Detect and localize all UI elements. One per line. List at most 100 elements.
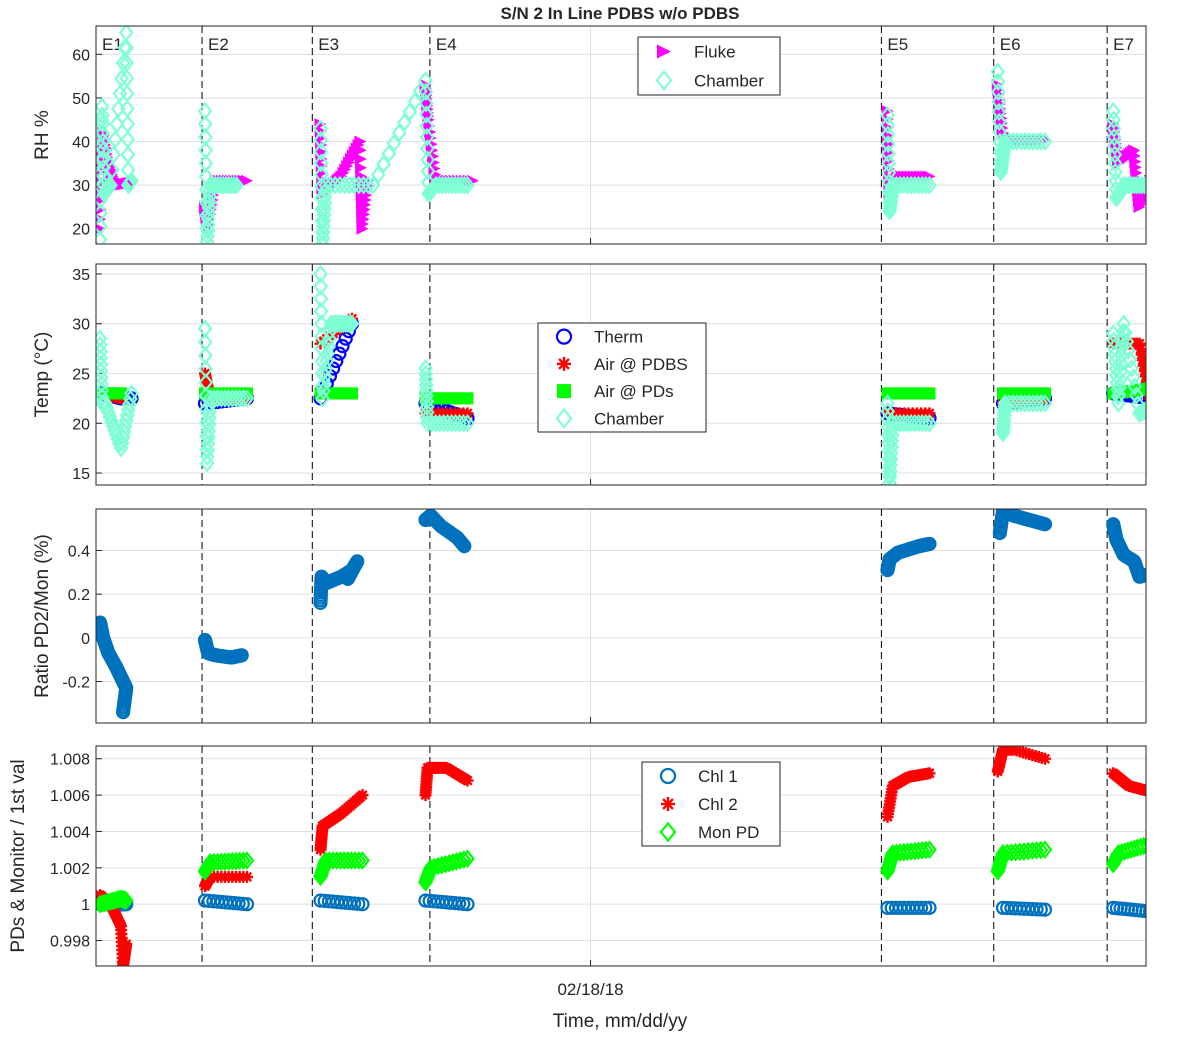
data-point xyxy=(991,112,1007,132)
data-point xyxy=(431,175,447,195)
data-point xyxy=(457,539,472,554)
data-point xyxy=(918,900,933,915)
y-tick-label: 1.008 xyxy=(50,752,90,769)
data-point xyxy=(1137,175,1146,195)
data-point xyxy=(340,314,356,333)
data-point xyxy=(313,264,328,284)
y-tick-label: 1.002 xyxy=(50,861,90,878)
data-point xyxy=(419,116,435,136)
data-point xyxy=(1037,517,1053,532)
data-point xyxy=(335,339,350,354)
chart-panel-temp: 15 20 25 30 35 Temp (°C) Therm Air @ PDBS Air @ … xyxy=(32,263,1147,486)
data-point xyxy=(1037,394,1053,413)
data-point xyxy=(922,900,937,915)
data-point xyxy=(96,158,111,177)
chart-panel-rh: 20 30 40 50 60 E1 E2 E3 E4 E5 E6 E7 RH % Fluke Chamber xyxy=(32,25,1147,245)
data-point xyxy=(1106,119,1122,138)
data-point xyxy=(419,127,435,147)
data-point xyxy=(340,571,355,586)
chart-panel-pds: 0.998 1 1.002 1.004 1.006 1.008 PDs & Monitor … xyxy=(8,745,1147,999)
y-tick-label: 30 xyxy=(72,178,90,195)
y-axis-label: Temp (°C) xyxy=(32,332,53,418)
data-point xyxy=(659,767,677,785)
y-tick-label: 0.998 xyxy=(50,934,90,951)
y-tick-label: 0.2 xyxy=(68,587,90,604)
data-point xyxy=(922,840,937,859)
legend-label: Chamber xyxy=(694,72,764,91)
data-point xyxy=(96,140,111,160)
data-point xyxy=(880,106,895,125)
data-point xyxy=(239,389,255,408)
data-point xyxy=(922,536,937,552)
legend-label: Air @ PDBS xyxy=(594,355,688,374)
data-point xyxy=(1125,368,1141,387)
chart-panel-ratio: -0.2 0 0.2 0.4 Ratio PD2/Mon (%) xyxy=(32,508,1147,724)
data-point xyxy=(96,230,108,244)
legend-label: Air @ PDs xyxy=(594,382,674,401)
data-point xyxy=(438,175,453,195)
data-point xyxy=(923,407,936,420)
data-point xyxy=(990,62,1006,82)
data-point xyxy=(338,314,354,333)
data-point xyxy=(115,387,127,400)
data-point xyxy=(434,175,450,195)
event-label: E5 xyxy=(887,35,908,54)
plot-area xyxy=(96,746,1146,966)
data-point xyxy=(354,152,367,165)
data-point xyxy=(990,82,1006,102)
data-point xyxy=(1033,132,1049,151)
axes-box xyxy=(95,745,1147,967)
data-point xyxy=(452,851,468,870)
data-point xyxy=(881,163,897,183)
data-point xyxy=(1127,377,1143,396)
data-point xyxy=(226,175,242,195)
data-point xyxy=(313,153,329,173)
data-point xyxy=(107,130,123,149)
figure-title: S/N 2 In Line PDBS w/o PDBS xyxy=(501,4,740,23)
data-point xyxy=(460,414,475,433)
data-point xyxy=(117,38,133,58)
data-point xyxy=(355,897,370,912)
data-point xyxy=(1107,136,1122,156)
data-point xyxy=(96,97,110,116)
y-tick-label: 20 xyxy=(72,222,90,239)
data-point xyxy=(376,154,391,174)
data-point xyxy=(1112,378,1127,397)
plot-area xyxy=(96,26,1146,244)
y-axis-label: Ratio PD2/Mon (%) xyxy=(32,534,53,698)
data-point xyxy=(391,123,407,143)
data-point xyxy=(450,175,466,195)
legend: Chl 1 Chl 2 Mon PD xyxy=(641,761,781,847)
data-point xyxy=(1124,359,1140,378)
data-point xyxy=(460,849,475,868)
data-point xyxy=(918,414,934,433)
data-point xyxy=(418,93,434,113)
data-point xyxy=(418,370,434,389)
legend-label: Chl 1 xyxy=(698,767,738,786)
data-point xyxy=(356,789,369,802)
data-point xyxy=(1105,101,1121,121)
data-point xyxy=(102,407,118,427)
data-point xyxy=(341,175,357,195)
data-point xyxy=(103,175,118,195)
data-point xyxy=(922,414,937,433)
y-tick-label: 60 xyxy=(72,47,90,64)
event-label: E3 xyxy=(318,35,339,54)
series-chl-2 xyxy=(96,746,1146,966)
data-point xyxy=(107,420,123,440)
data-point xyxy=(118,891,134,910)
data-point xyxy=(461,774,474,787)
data-point xyxy=(923,767,936,780)
data-point xyxy=(402,102,418,122)
series-ratio xyxy=(96,509,1146,720)
data-point xyxy=(657,44,671,59)
data-point xyxy=(1139,836,1146,854)
data-point xyxy=(313,130,329,150)
data-point xyxy=(418,71,433,90)
data-point xyxy=(342,314,358,333)
data-point xyxy=(461,407,474,420)
data-point xyxy=(453,175,469,195)
data-point xyxy=(1037,132,1053,151)
data-point xyxy=(229,175,244,195)
